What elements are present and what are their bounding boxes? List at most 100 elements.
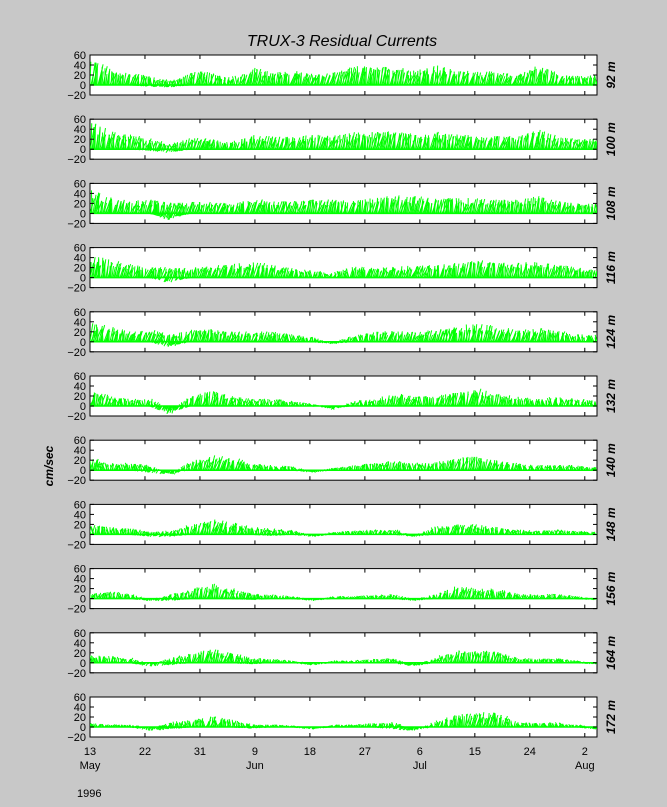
x-axis: 13 May 22 31 9 Jun 18 27 6 Jul 15 24 2 Aug bbox=[80, 746, 595, 772]
chart-title: TRUX-3 Residual Currents bbox=[247, 33, 437, 50]
y-tick-label: 60 bbox=[74, 435, 86, 447]
y-axis-label: cm/sec bbox=[42, 445, 56, 486]
y-tick-label: 20 bbox=[74, 327, 86, 339]
series-label: 132 m bbox=[604, 379, 618, 413]
series-label: 116 m bbox=[604, 251, 618, 284]
y-tick-label: 0 bbox=[80, 273, 86, 285]
y-tick-label: 20 bbox=[74, 263, 86, 275]
y-tick-label: 40 bbox=[74, 638, 86, 650]
y-tick-label: 40 bbox=[74, 381, 86, 393]
y-tick-label: 20 bbox=[74, 198, 86, 210]
y-tick-label: 40 bbox=[74, 445, 86, 457]
y-tick-label: −20 bbox=[67, 475, 86, 487]
y-tick-label: −20 bbox=[67, 732, 86, 744]
y-tick-label: 0 bbox=[80, 658, 86, 670]
y-tick-label: 60 bbox=[74, 114, 86, 126]
y-tick-label: 20 bbox=[74, 519, 86, 531]
x-tick-label: 13 bbox=[84, 746, 96, 758]
x-month-label: Aug bbox=[575, 760, 595, 772]
x-tick-label: 31 bbox=[194, 746, 206, 758]
current-vectors bbox=[90, 61, 597, 88]
series-label: 148 m bbox=[604, 507, 618, 541]
y-tick-label: 40 bbox=[74, 317, 86, 329]
y-tick-label: 0 bbox=[80, 80, 86, 92]
y-tick-label: 40 bbox=[74, 60, 86, 72]
y-tick-label: −20 bbox=[67, 218, 86, 230]
y-tick-label: 20 bbox=[74, 648, 86, 660]
x-tick-label: 27 bbox=[359, 746, 371, 758]
plot-area bbox=[89, 54, 598, 96]
current-vectors bbox=[90, 257, 597, 283]
y-tick-label: 40 bbox=[74, 509, 86, 521]
y-tick-label: 60 bbox=[74, 371, 86, 383]
y-tick-label: −20 bbox=[67, 539, 86, 551]
y-tick-label: −20 bbox=[67, 604, 86, 616]
series-label: 172 m bbox=[604, 700, 618, 734]
y-tick-label: 40 bbox=[74, 702, 86, 714]
y-tick-label: 0 bbox=[80, 722, 86, 734]
y-tick-label: −20 bbox=[67, 283, 86, 295]
x-tick-label: 2 bbox=[582, 746, 588, 758]
y-tick-label: 60 bbox=[74, 50, 86, 62]
plot-area bbox=[89, 632, 598, 674]
y-tick-label: 0 bbox=[80, 465, 86, 477]
current-vectors bbox=[90, 190, 597, 221]
y-tick-label: 60 bbox=[74, 178, 86, 190]
x-month-label: May bbox=[80, 760, 101, 772]
y-tick-label: 20 bbox=[74, 712, 86, 724]
y-tick-label: 40 bbox=[74, 253, 86, 265]
x-tick-label: 9 bbox=[252, 746, 258, 758]
series-label: 124 m bbox=[604, 314, 618, 348]
y-tick-label: −20 bbox=[67, 154, 86, 166]
y-tick-label: 0 bbox=[80, 529, 86, 541]
plot-area bbox=[89, 696, 598, 738]
y-tick-label: 0 bbox=[80, 594, 86, 606]
y-tick-label: 0 bbox=[80, 208, 86, 220]
x-month-label: Jun bbox=[246, 760, 264, 772]
series-label: 164 m bbox=[604, 635, 618, 669]
y-tick-label: 40 bbox=[74, 574, 86, 586]
y-tick-label: 20 bbox=[74, 134, 86, 146]
y-tick-label: −20 bbox=[67, 90, 86, 102]
y-tick-label: 60 bbox=[74, 243, 86, 255]
plot-area bbox=[89, 311, 598, 353]
y-tick-label: 0 bbox=[80, 337, 86, 349]
year-label: 1996 bbox=[77, 788, 101, 800]
y-tick-label: 0 bbox=[80, 401, 86, 413]
plot-area bbox=[89, 247, 598, 289]
y-tick-label: 40 bbox=[74, 124, 86, 136]
y-tick-label: 20 bbox=[74, 391, 86, 403]
current-vectors bbox=[90, 323, 597, 348]
current-vectors bbox=[90, 123, 597, 154]
y-tick-label: −20 bbox=[67, 347, 86, 359]
series-label: 140 m bbox=[604, 443, 618, 477]
series-label: 108 m bbox=[604, 186, 618, 220]
y-tick-label: 0 bbox=[80, 144, 86, 156]
y-tick-label: 60 bbox=[74, 692, 86, 704]
x-tick-label: 24 bbox=[524, 746, 536, 758]
x-tick-label: 15 bbox=[469, 746, 481, 758]
x-tick-label: 18 bbox=[304, 746, 316, 758]
plot-area bbox=[89, 568, 598, 610]
y-tick-label: −20 bbox=[67, 411, 86, 423]
plot-area bbox=[89, 439, 598, 481]
plot-area bbox=[89, 503, 598, 545]
y-tick-label: 60 bbox=[74, 499, 86, 511]
y-tick-label: 60 bbox=[74, 307, 86, 319]
x-tick-label: 6 bbox=[417, 746, 423, 758]
y-tick-label: 20 bbox=[74, 70, 86, 82]
y-tick-label: 20 bbox=[74, 584, 86, 596]
y-tick-label: 40 bbox=[74, 188, 86, 200]
